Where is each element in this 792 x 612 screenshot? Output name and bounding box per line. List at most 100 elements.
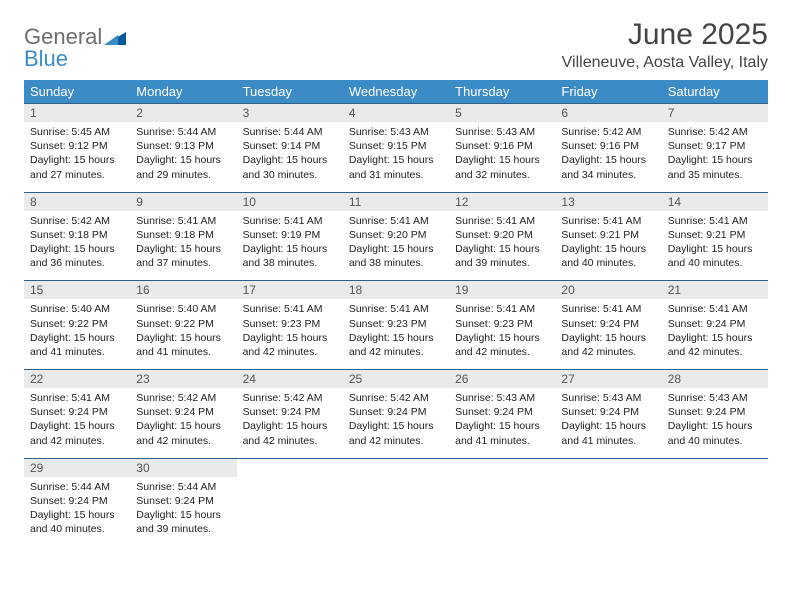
day-day2: and 36 minutes. xyxy=(30,256,124,270)
day-number: 17 xyxy=(237,281,343,300)
day-cell: Sunrise: 5:44 AMSunset: 9:24 PMDaylight:… xyxy=(24,477,130,547)
day-sunset: Sunset: 9:16 PM xyxy=(561,139,655,153)
day-day1: Daylight: 15 hours xyxy=(349,419,443,433)
day-cell xyxy=(343,477,449,547)
day-sunset: Sunset: 9:24 PM xyxy=(136,494,230,508)
day-sunrise: Sunrise: 5:41 AM xyxy=(243,214,337,228)
day-day2: and 41 minutes. xyxy=(561,434,655,448)
day-sunset: Sunset: 9:24 PM xyxy=(30,405,124,419)
logo: GeneralBlue xyxy=(24,24,126,72)
day-number: 4 xyxy=(343,104,449,123)
day-number: 28 xyxy=(662,370,768,389)
day-day2: and 37 minutes. xyxy=(136,256,230,270)
day-cell: Sunrise: 5:41 AMSunset: 9:23 PMDaylight:… xyxy=(449,299,555,369)
day-day2: and 38 minutes. xyxy=(349,256,443,270)
day-day1: Daylight: 15 hours xyxy=(136,419,230,433)
day-day1: Daylight: 15 hours xyxy=(30,508,124,522)
day-cell: Sunrise: 5:44 AMSunset: 9:14 PMDaylight:… xyxy=(237,122,343,192)
day-cell xyxy=(237,477,343,547)
day-sunset: Sunset: 9:21 PM xyxy=(561,228,655,242)
day-number: 11 xyxy=(343,192,449,211)
day-sunrise: Sunrise: 5:42 AM xyxy=(136,391,230,405)
day-cell: Sunrise: 5:42 AMSunset: 9:18 PMDaylight:… xyxy=(24,211,130,281)
day-sunrise: Sunrise: 5:42 AM xyxy=(561,125,655,139)
day-sunrise: Sunrise: 5:42 AM xyxy=(243,391,337,405)
day-day1: Daylight: 15 hours xyxy=(136,153,230,167)
day-sunrise: Sunrise: 5:41 AM xyxy=(455,302,549,316)
day-cell: Sunrise: 5:42 AMSunset: 9:24 PMDaylight:… xyxy=(130,388,236,458)
day-day2: and 35 minutes. xyxy=(668,168,762,182)
day-number: 5 xyxy=(449,104,555,123)
day-cell: Sunrise: 5:43 AMSunset: 9:24 PMDaylight:… xyxy=(449,388,555,458)
day-sunrise: Sunrise: 5:42 AM xyxy=(668,125,762,139)
day-sunrise: Sunrise: 5:44 AM xyxy=(30,480,124,494)
weekday-header: Thursday xyxy=(449,80,555,104)
day-cell: Sunrise: 5:43 AMSunset: 9:24 PMDaylight:… xyxy=(662,388,768,458)
day-day1: Daylight: 15 hours xyxy=(30,331,124,345)
day-day1: Daylight: 15 hours xyxy=(30,242,124,256)
day-day1: Daylight: 15 hours xyxy=(455,419,549,433)
day-day2: and 42 minutes. xyxy=(455,345,549,359)
day-number xyxy=(237,458,343,477)
day-sunrise: Sunrise: 5:41 AM xyxy=(30,391,124,405)
day-sunrise: Sunrise: 5:45 AM xyxy=(30,125,124,139)
day-sunrise: Sunrise: 5:44 AM xyxy=(136,480,230,494)
day-number: 29 xyxy=(24,458,130,477)
day-number: 13 xyxy=(555,192,661,211)
day-day1: Daylight: 15 hours xyxy=(668,242,762,256)
logo-triangle-icon xyxy=(104,29,126,50)
day-day2: and 38 minutes. xyxy=(243,256,337,270)
detail-row: Sunrise: 5:45 AMSunset: 9:12 PMDaylight:… xyxy=(24,122,768,192)
page-title: June 2025 xyxy=(562,18,768,52)
day-day2: and 40 minutes. xyxy=(561,256,655,270)
day-day2: and 30 minutes. xyxy=(243,168,337,182)
weekday-header: Sunday xyxy=(24,80,130,104)
day-day2: and 41 minutes. xyxy=(455,434,549,448)
daynum-row: 15161718192021 xyxy=(24,281,768,300)
day-number: 8 xyxy=(24,192,130,211)
day-day1: Daylight: 15 hours xyxy=(561,153,655,167)
day-day2: and 40 minutes. xyxy=(668,434,762,448)
day-number: 9 xyxy=(130,192,236,211)
day-cell: Sunrise: 5:45 AMSunset: 9:12 PMDaylight:… xyxy=(24,122,130,192)
day-day2: and 42 minutes. xyxy=(668,345,762,359)
day-sunrise: Sunrise: 5:41 AM xyxy=(243,302,337,316)
day-day1: Daylight: 15 hours xyxy=(243,153,337,167)
day-sunrise: Sunrise: 5:44 AM xyxy=(136,125,230,139)
day-sunrise: Sunrise: 5:44 AM xyxy=(243,125,337,139)
day-day1: Daylight: 15 hours xyxy=(30,419,124,433)
day-cell: Sunrise: 5:43 AMSunset: 9:15 PMDaylight:… xyxy=(343,122,449,192)
day-sunset: Sunset: 9:12 PM xyxy=(30,139,124,153)
day-sunset: Sunset: 9:20 PM xyxy=(349,228,443,242)
day-number: 18 xyxy=(343,281,449,300)
day-cell xyxy=(662,477,768,547)
day-sunrise: Sunrise: 5:41 AM xyxy=(561,214,655,228)
day-sunrise: Sunrise: 5:41 AM xyxy=(349,214,443,228)
weekday-header: Monday xyxy=(130,80,236,104)
day-number: 14 xyxy=(662,192,768,211)
day-sunset: Sunset: 9:18 PM xyxy=(30,228,124,242)
detail-row: Sunrise: 5:44 AMSunset: 9:24 PMDaylight:… xyxy=(24,477,768,547)
day-number: 6 xyxy=(555,104,661,123)
day-sunset: Sunset: 9:24 PM xyxy=(561,317,655,331)
day-sunrise: Sunrise: 5:43 AM xyxy=(455,391,549,405)
day-sunset: Sunset: 9:24 PM xyxy=(561,405,655,419)
day-day2: and 42 minutes. xyxy=(349,345,443,359)
day-cell: Sunrise: 5:40 AMSunset: 9:22 PMDaylight:… xyxy=(130,299,236,369)
day-cell: Sunrise: 5:41 AMSunset: 9:20 PMDaylight:… xyxy=(449,211,555,281)
day-day1: Daylight: 15 hours xyxy=(668,331,762,345)
day-number: 24 xyxy=(237,370,343,389)
day-cell: Sunrise: 5:41 AMSunset: 9:18 PMDaylight:… xyxy=(130,211,236,281)
day-sunrise: Sunrise: 5:41 AM xyxy=(349,302,443,316)
day-sunset: Sunset: 9:16 PM xyxy=(455,139,549,153)
day-cell: Sunrise: 5:42 AMSunset: 9:24 PMDaylight:… xyxy=(237,388,343,458)
daynum-row: 891011121314 xyxy=(24,192,768,211)
day-number: 23 xyxy=(130,370,236,389)
day-number: 25 xyxy=(343,370,449,389)
day-day1: Daylight: 15 hours xyxy=(30,153,124,167)
day-day1: Daylight: 15 hours xyxy=(455,242,549,256)
day-cell: Sunrise: 5:44 AMSunset: 9:13 PMDaylight:… xyxy=(130,122,236,192)
day-cell: Sunrise: 5:41 AMSunset: 9:24 PMDaylight:… xyxy=(555,299,661,369)
day-day1: Daylight: 15 hours xyxy=(561,419,655,433)
day-sunset: Sunset: 9:23 PM xyxy=(455,317,549,331)
